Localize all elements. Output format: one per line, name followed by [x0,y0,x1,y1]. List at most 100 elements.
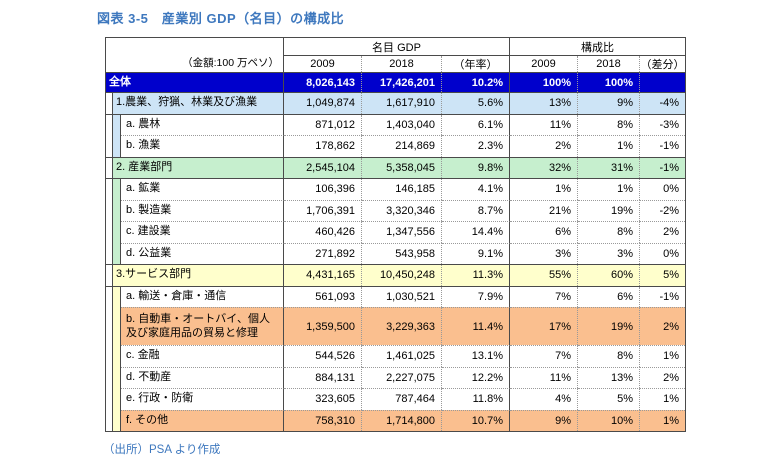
indent-cell [106,345,113,367]
cell-annual-rate: 5.6% [442,93,510,114]
row-label: 2. 産業部門 [113,157,284,178]
cell-diff: 2% [640,366,685,389]
table-row-sub: a. 農林 871,012 1,403,040 6.1% 11% 8% -3% [106,113,685,135]
cell-share-2018: 5% [578,388,640,410]
indent-cell [106,199,113,221]
cell-share-2009: 17% [510,307,578,345]
table-row-category: 1.農業、狩猟、林業及び漁業 1,049,874 1,617,910 5.6% … [106,92,685,114]
cell-share-2009: 21% [510,199,578,221]
table-row-sub: d. 公益業 271,892 543,958 9.1% 3% 3% 0% [106,242,685,265]
cell-gdp-2009: 884,131 [284,366,362,388]
cell-gdp-2018: 5,358,045 [362,157,442,178]
cell-annual-rate: 11.4% [442,307,510,345]
gdp-group-label: 名目 GDP [284,38,509,56]
header-gdp-2018: 2018 [362,56,442,72]
cell-annual-rate: 10.7% [442,409,510,431]
cell-share-2018: 100% [578,73,640,92]
category-stripe [113,345,121,367]
cell-gdp-2018: 1,714,800 [362,409,442,431]
cell-diff: 1% [640,388,685,410]
table-row-sub: c. 金融 544,526 1,461,025 13.1% 7% 8% 1% [106,345,685,367]
row-label: 全体 [106,73,284,92]
table-row-sub: b. 製造業 1,706,391 3,320,346 8.7% 21% 19% … [106,199,685,221]
cell-gdp-2009: 8,026,143 [284,73,362,92]
cell-annual-rate: 11.8% [442,388,510,410]
share-column-group: 構成比 2009 2018 （差分） [510,38,685,72]
cell-share-2018: 6% [578,286,640,307]
indent-cell [106,242,113,264]
row-label: c. 建設業 [121,221,284,243]
cell-gdp-2018: 787,464 [362,388,442,410]
cell-annual-rate: 9.1% [442,242,510,264]
cell-gdp-2009: 460,426 [284,221,362,243]
cell-annual-rate: 2.3% [442,135,510,157]
category-stripe [113,366,121,388]
indent-cell [106,409,113,431]
row-label: a. 農林 [121,114,284,135]
cell-gdp-2009: 4,431,165 [284,265,362,286]
cell-gdp-2018: 1,347,556 [362,221,442,243]
cell-annual-rate: 13.1% [442,345,510,367]
row-label: d. 公益業 [121,242,284,264]
cell-gdp-2009: 323,605 [284,388,362,410]
cell-diff: 1% [640,345,685,367]
table-row-category: 2. 産業部門 2,545,104 5,358,045 9.8% 32% 31%… [106,156,685,178]
category-stripe [113,242,121,264]
cell-annual-rate: 10.2% [442,73,510,92]
cell-diff: 2% [640,221,685,243]
cell-diff [640,73,685,92]
cell-annual-rate: 7.9% [442,286,510,307]
row-label: b. 製造業 [121,199,284,221]
cell-share-2009: 2% [510,135,578,157]
header-gdp-2009: 2009 [284,56,362,72]
cell-gdp-2018: 146,185 [362,179,442,200]
cell-diff: -3% [659,118,679,131]
cell-share-2018: 8% [578,114,640,135]
cell-share-2018: 8% [578,221,640,243]
indent-cell [106,286,113,307]
table-row-sub-highlighted: b. 自動車・オートバイ、個人 及び家庭用品の貿易と修理 1,359,500 3… [106,307,685,345]
cell-annual-rate: 14.4% [442,221,510,243]
cell-annual-rate: 6.1% [442,114,510,135]
table-row-sub: a. 輸送・倉庫・通信 561,093 1,030,521 7.9% 7% 6%… [106,285,685,307]
cell-share-2018: 9% [578,93,640,114]
indent-cell [106,135,113,157]
cell-gdp-2009: 106,396 [284,179,362,200]
cell-diff: 5% [640,265,685,286]
cell-gdp-2018: 1,403,040 [362,114,442,135]
cell-gdp-2009: 271,892 [284,242,362,264]
cell-share-2009: 32% [510,157,578,178]
header-share-2009: 2009 [510,56,578,72]
cell-annual-rate: 9.8% [442,157,510,178]
table-row-sub: e. 行政・防衛 323,605 787,464 11.8% 4% 5% 1% [106,388,685,410]
category-stripe [113,114,121,135]
category-stripe [113,286,121,307]
gdp-year-headers: 2009 2018 （年率） [284,56,509,72]
cell-gdp-2009: 178,862 [284,135,362,157]
cell-diff: -4% [640,93,685,114]
category-stripe [113,135,121,157]
cell-share-2018: 19% [578,307,640,345]
row-label: e. 行政・防衛 [121,388,284,410]
header-share-2018: 2018 [578,56,640,72]
cell-gdp-2018: 1,030,521 [362,286,442,307]
cell-share-2009: 11% [510,114,578,135]
cell-annual-rate: 8.7% [442,199,510,221]
row-label: 3.サービス部門 [113,265,284,286]
row-label: a. 輸送・倉庫・通信 [121,286,284,307]
cell-share-2009: 7% [510,286,578,307]
category-stripe [113,179,121,200]
cell-diff: -1% [640,157,685,178]
cell-gdp-2018: 214,869 [362,135,442,157]
indent-cell [106,265,113,286]
cell-gdp-2018: 1,617,910 [362,93,442,114]
cell-gdp-2009: 871,012 [284,114,362,135]
category-stripe [113,221,121,243]
cell-diff: 0% [640,242,685,265]
indent-cell [106,221,113,243]
cell-annual-rate: 12.2% [442,366,510,388]
cell-gdp-2009: 1,049,874 [284,93,362,114]
unit-note-cell: （金額:100 万ペソ） [106,38,284,72]
cell-share-2009: 6% [510,221,578,243]
